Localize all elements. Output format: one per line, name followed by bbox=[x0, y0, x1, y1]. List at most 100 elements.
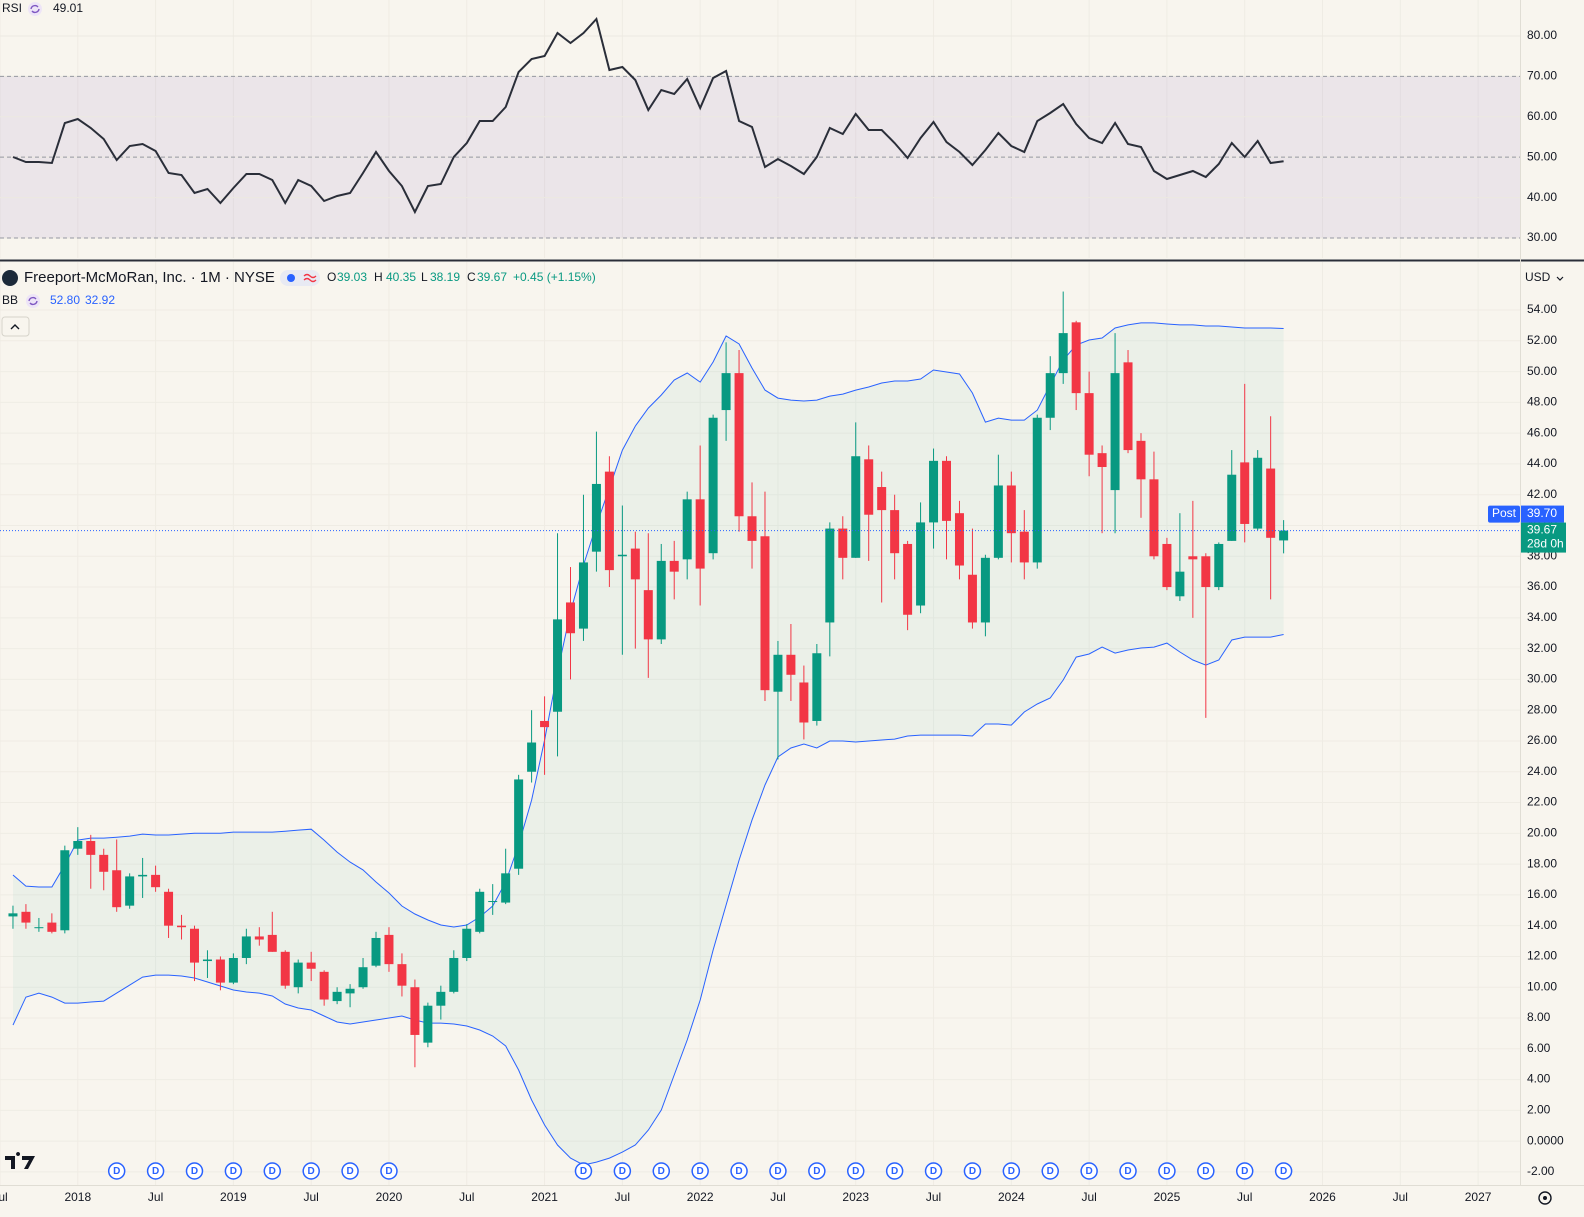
dividend-marker bbox=[107, 1162, 126, 1180]
candle-body bbox=[73, 841, 83, 849]
candle-body bbox=[929, 460, 939, 523]
dividend-marker bbox=[1158, 1162, 1176, 1180]
candle-body bbox=[189, 928, 199, 963]
candle-body bbox=[656, 560, 666, 640]
y-tick-label: 24.00 bbox=[1527, 764, 1557, 778]
dividend-label[interactable]: D bbox=[1280, 1166, 1287, 1177]
y-tick-label: 46.00 bbox=[1527, 425, 1557, 439]
candle-body bbox=[708, 417, 718, 554]
x-tick-label: Jul bbox=[0, 1190, 8, 1204]
candle-body bbox=[1162, 543, 1172, 588]
candle-body bbox=[488, 901, 498, 903]
x-tick-label: Jul bbox=[1393, 1190, 1408, 1204]
candle-body bbox=[423, 1005, 433, 1043]
y-tick-label: 44.00 bbox=[1527, 456, 1557, 470]
candle-body bbox=[1253, 457, 1263, 529]
y-tick-label: 30.00 bbox=[1527, 672, 1557, 686]
candle-body bbox=[993, 485, 1003, 558]
dividend-label[interactable]: D bbox=[1241, 1166, 1248, 1177]
candle-body bbox=[954, 513, 964, 566]
y-tick-label: 2.00 bbox=[1527, 1103, 1551, 1117]
rsi-tick-label: 70.00 bbox=[1527, 69, 1557, 83]
y-tick-label: 4.00 bbox=[1527, 1072, 1551, 1086]
bb-fill bbox=[13, 322, 1284, 1165]
dividend-label[interactable]: D bbox=[308, 1166, 315, 1177]
symbol-title[interactable]: Freeport-McMoRan, Inc. · 1M · NYSE bbox=[24, 269, 275, 286]
candle-body bbox=[747, 516, 757, 541]
x-tick-label: 2026 bbox=[1309, 1190, 1336, 1204]
candle-body bbox=[877, 487, 887, 511]
dividend-label[interactable]: D bbox=[580, 1166, 587, 1177]
dividend-label[interactable]: D bbox=[930, 1166, 937, 1177]
y-tick-label: 10.00 bbox=[1527, 979, 1557, 993]
candle-body bbox=[864, 459, 874, 515]
candle-body bbox=[967, 574, 977, 623]
candle-body bbox=[760, 536, 770, 691]
dividend-label[interactable]: D bbox=[658, 1166, 665, 1177]
candle-body bbox=[903, 543, 913, 615]
high-value: 40.35 bbox=[386, 270, 416, 284]
candle-body bbox=[514, 779, 524, 869]
currency-label[interactable]: USD bbox=[1525, 270, 1551, 284]
dividend-label[interactable]: D bbox=[969, 1166, 976, 1177]
x-tick-label: Jul bbox=[615, 1190, 630, 1204]
candle-body bbox=[799, 682, 809, 723]
dividend-label[interactable]: D bbox=[269, 1166, 276, 1177]
dividend-label[interactable]: D bbox=[774, 1166, 781, 1177]
dividend-label[interactable]: D bbox=[230, 1166, 237, 1177]
candle-body bbox=[591, 483, 601, 552]
candle-body bbox=[1045, 373, 1055, 418]
symbol-toggle[interactable] bbox=[280, 270, 320, 286]
dividend-label[interactable]: D bbox=[697, 1166, 704, 1177]
dividend-marker bbox=[574, 1162, 593, 1180]
dividend-label[interactable]: D bbox=[1086, 1166, 1093, 1177]
dividend-label[interactable]: D bbox=[1047, 1166, 1054, 1177]
dividend-label[interactable]: D bbox=[891, 1166, 898, 1177]
rsi-icon[interactable] bbox=[28, 2, 42, 16]
dividend-label[interactable]: D bbox=[191, 1166, 198, 1177]
candle-body bbox=[280, 951, 290, 986]
rsi-tick-label: 60.00 bbox=[1527, 109, 1557, 123]
bb-icon-glyph bbox=[28, 296, 38, 306]
dividend-marker bbox=[963, 1162, 982, 1180]
y-tick-label: 26.00 bbox=[1527, 733, 1557, 747]
dividend-label[interactable]: D bbox=[813, 1166, 820, 1177]
collapse-button[interactable] bbox=[1, 316, 30, 337]
candle-body bbox=[371, 937, 381, 966]
candle-body bbox=[786, 654, 796, 675]
dividend-label[interactable]: D bbox=[619, 1166, 626, 1177]
tv-logo[interactable] bbox=[5, 1152, 35, 1169]
dividend-marker bbox=[380, 1162, 398, 1180]
x-tick-label: 2022 bbox=[687, 1190, 714, 1204]
x-tick-label: 2024 bbox=[998, 1190, 1025, 1204]
candle-body bbox=[980, 557, 990, 623]
rsi-tick-label: 30.00 bbox=[1527, 230, 1557, 244]
dividend-label[interactable]: D bbox=[1124, 1166, 1131, 1177]
dividend-marker bbox=[613, 1162, 632, 1180]
dividend-label[interactable]: D bbox=[346, 1166, 353, 1177]
dividend-label[interactable]: D bbox=[852, 1166, 859, 1177]
dividend-label[interactable]: D bbox=[385, 1166, 392, 1177]
candle-body bbox=[669, 560, 679, 572]
y-tick-label: 34.00 bbox=[1527, 610, 1557, 624]
dividend-label[interactable]: D bbox=[735, 1166, 742, 1177]
currency-chevron bbox=[1556, 276, 1564, 281]
compare-icon bbox=[303, 273, 317, 283]
y-tick-label: -2.00 bbox=[1527, 1164, 1555, 1178]
settings-icon[interactable] bbox=[1538, 1191, 1552, 1205]
candle-body bbox=[553, 619, 563, 712]
y-tick-label: 6.00 bbox=[1527, 1041, 1551, 1055]
candle-body bbox=[436, 991, 446, 1006]
bb-icon[interactable] bbox=[26, 294, 40, 308]
dividend-marker bbox=[652, 1162, 671, 1180]
dividend-label[interactable]: D bbox=[113, 1166, 120, 1177]
dividend-label[interactable]: D bbox=[1202, 1166, 1209, 1177]
dividend-label[interactable]: D bbox=[1008, 1166, 1015, 1177]
candle-body bbox=[215, 959, 225, 983]
dividend-label[interactable]: D bbox=[152, 1166, 159, 1177]
rsi-line bbox=[12, 16, 1284, 215]
open-value: 39.03 bbox=[337, 270, 367, 284]
dividend-label[interactable]: D bbox=[1163, 1166, 1170, 1177]
candle-body bbox=[1110, 373, 1120, 491]
y-tick-label: 20.00 bbox=[1527, 825, 1557, 839]
